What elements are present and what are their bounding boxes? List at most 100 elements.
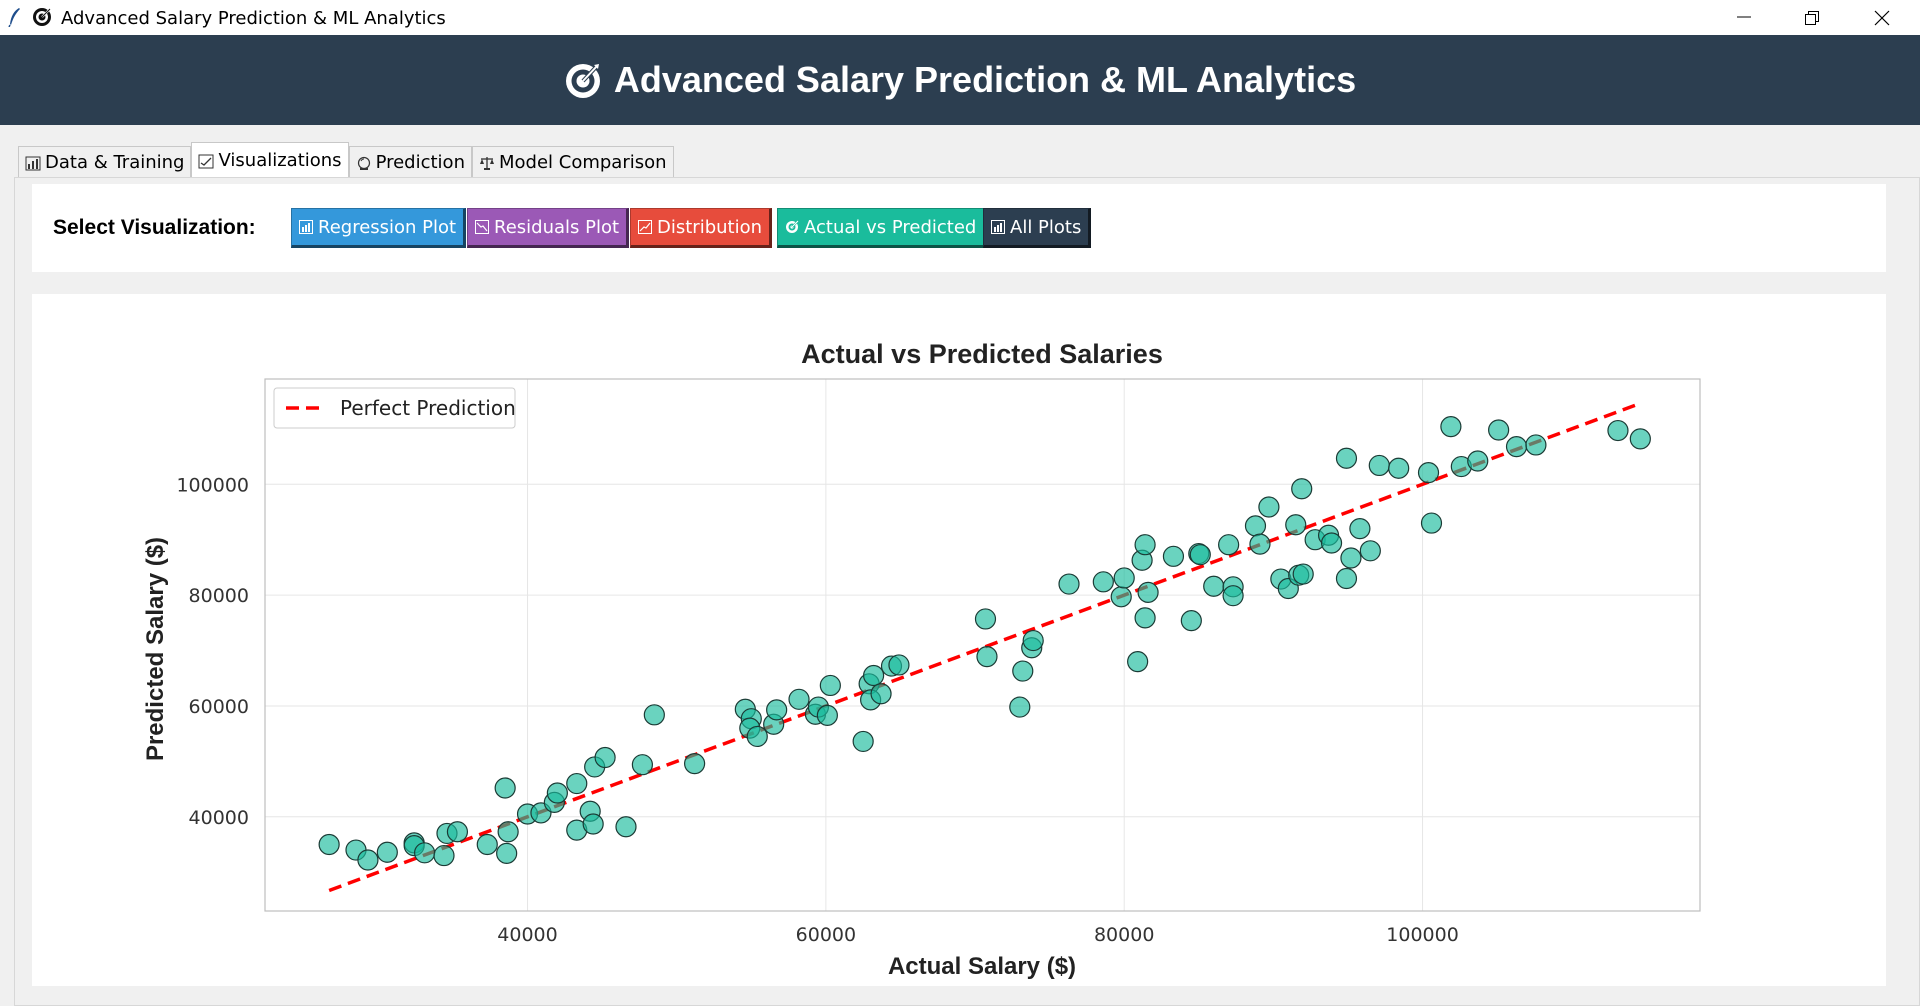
scatter-point xyxy=(1488,419,1510,441)
scatter-point xyxy=(888,654,910,676)
target-icon xyxy=(565,64,600,98)
minimize-button[interactable] xyxy=(1714,0,1774,35)
button-label: All Plots xyxy=(1010,216,1082,238)
scatter-point xyxy=(615,816,637,838)
scatter-point xyxy=(446,821,469,843)
scatter-point xyxy=(414,842,436,864)
scatter-point xyxy=(1137,581,1159,603)
bar-chart-icon xyxy=(299,220,313,234)
scatter-point xyxy=(631,754,653,776)
scatter-point xyxy=(974,608,997,630)
button-label: Distribution xyxy=(657,216,763,238)
close-button[interactable] xyxy=(1852,0,1912,35)
chart-check-icon xyxy=(198,154,214,168)
all-plots-button[interactable]: All Plots xyxy=(983,208,1092,248)
scatter-point xyxy=(1244,515,1267,537)
y-tick-label: 40000 xyxy=(189,807,249,829)
scatter-point xyxy=(1134,534,1156,556)
scatter-point xyxy=(643,704,665,726)
app-header: Advanced Salary Prediction & ML Analytic… xyxy=(0,35,1920,125)
crystal-ball-icon xyxy=(357,156,370,170)
minimize-icon xyxy=(1737,16,1751,18)
scatter-point xyxy=(1127,651,1149,673)
axes-frame xyxy=(264,378,1701,912)
scatter-point xyxy=(1368,454,1390,477)
scatter-point xyxy=(433,844,455,867)
actual-vs-predicted-chart: 40000 60000 80000 100000 40000 60000 80000 1000… xyxy=(142,339,1701,980)
chart-title: Actual vs Predicted Salaries xyxy=(801,339,1163,369)
scatter-point xyxy=(1203,575,1225,597)
scatter-point xyxy=(1629,428,1651,450)
tab-label: Model Comparison xyxy=(498,152,667,173)
scatter-point xyxy=(1258,496,1280,518)
scatter-point xyxy=(1110,586,1132,608)
scatter-point xyxy=(1180,610,1202,632)
restore-button[interactable] xyxy=(1782,0,1842,35)
scatter-point xyxy=(1189,544,1211,566)
restore-icon xyxy=(1805,11,1819,25)
scatter-point xyxy=(476,833,498,856)
tab-prediction[interactable]: Prediction xyxy=(348,146,472,178)
scatter-point xyxy=(1249,533,1271,555)
tab-label: Prediction xyxy=(375,152,465,173)
x-tick-label: 60000 xyxy=(796,924,856,946)
close-icon xyxy=(1874,10,1890,26)
scatter-point xyxy=(1092,571,1114,593)
y-tick-label: 100000 xyxy=(176,474,249,496)
scatter-point xyxy=(1607,419,1629,442)
scatter-point xyxy=(1222,585,1244,607)
distribution-button[interactable]: Distribution xyxy=(630,208,773,248)
scatter-point xyxy=(1285,514,1307,536)
tab-data-training[interactable]: Data & Training xyxy=(18,146,192,178)
scatter-point xyxy=(357,849,379,871)
scatter-point xyxy=(1022,629,1044,652)
actual-vs-predicted-button[interactable]: Actual vs Predicted xyxy=(777,208,987,248)
target-icon xyxy=(786,220,799,233)
scatter-point xyxy=(594,746,616,769)
legend-label: Perfect Prediction xyxy=(340,396,516,420)
scatter-point xyxy=(1349,518,1371,540)
residuals-plot-button[interactable]: Residuals Plot xyxy=(467,208,630,248)
scatter-point xyxy=(318,833,340,856)
regression-plot-button[interactable]: Regression Plot xyxy=(291,208,467,248)
chart-up-icon xyxy=(638,220,652,234)
scatter-point xyxy=(1320,532,1343,554)
scatter-point xyxy=(376,841,398,863)
plot-panel: 40000 60000 80000 100000 40000 60000 80000 1000… xyxy=(32,294,1886,986)
scatter-point xyxy=(870,683,892,705)
x-tick-label: 80000 xyxy=(1094,924,1154,946)
scatter-point xyxy=(1292,563,1314,585)
scatter-point xyxy=(494,777,516,799)
scatter-point xyxy=(684,752,706,775)
scatter-point xyxy=(976,646,998,668)
scatter-point xyxy=(1420,512,1443,534)
scatter-point xyxy=(582,813,604,835)
chart-down-icon xyxy=(475,220,489,234)
tab-label: Data & Training xyxy=(45,152,185,173)
select-visualization-label: Select Visualization: xyxy=(53,216,256,239)
visualization-toolbar: Select Visualization: Regression Plot Re… xyxy=(32,184,1886,272)
window-titlebar: Advanced Salary Prediction & ML Analytic… xyxy=(0,0,1920,35)
scatter-point xyxy=(1218,534,1240,556)
scatter-point xyxy=(546,782,568,804)
button-label: Residuals Plot xyxy=(494,216,620,238)
tab-visualizations[interactable]: Visualizations xyxy=(191,142,349,178)
app-title: Advanced Salary Prediction & ML Analytic… xyxy=(613,59,1357,100)
feather-icon xyxy=(8,8,20,27)
scatter-point xyxy=(1335,567,1358,590)
tab-model-comparison[interactable]: Model Comparison xyxy=(471,146,674,178)
tab-bar: Data & Training Visualizations Predictio… xyxy=(18,142,674,178)
scatter-point xyxy=(1113,567,1135,589)
scatter-point xyxy=(746,725,768,748)
scatter-point xyxy=(819,674,841,697)
scatter-point xyxy=(1525,434,1547,456)
scatter-point xyxy=(1012,660,1034,682)
scatter-point xyxy=(1009,696,1031,718)
scatter-point xyxy=(1388,457,1410,479)
scatter-point xyxy=(566,772,588,795)
scatter-point xyxy=(1058,573,1080,595)
scatter-point xyxy=(816,704,838,726)
scale-icon xyxy=(479,156,494,170)
y-tick-label: 80000 xyxy=(189,585,249,607)
scatter-point xyxy=(766,699,788,721)
